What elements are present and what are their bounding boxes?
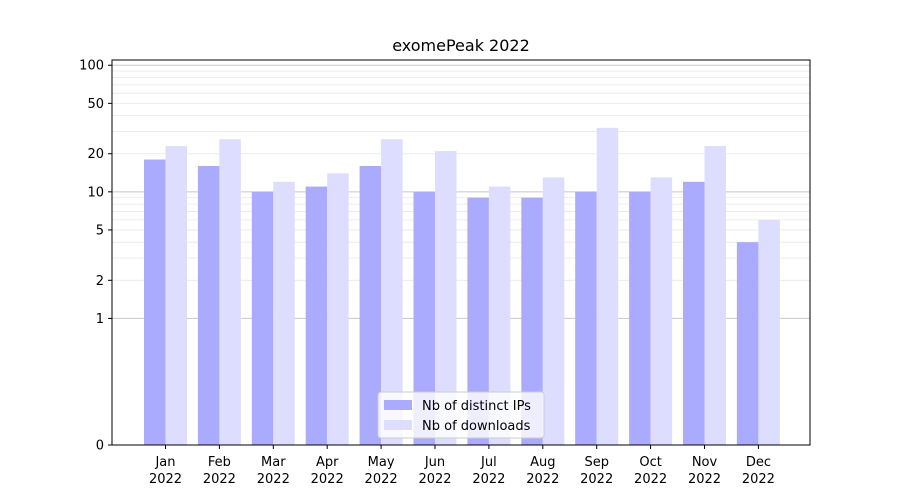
x-tick-label-year: 2022	[149, 472, 182, 487]
bars-layer	[144, 127, 780, 446]
y-tick-label: 20	[87, 147, 104, 162]
x-tick-label-year: 2022	[418, 472, 451, 487]
bar-distinct-ips	[144, 159, 166, 445]
x-tick-label-month: Nov	[692, 455, 718, 470]
x-tick-label-month: Oct	[639, 455, 661, 470]
y-tick-label: 1	[96, 312, 104, 327]
x-tick-label-year: 2022	[203, 472, 236, 487]
x-tick-label-month: May	[368, 455, 395, 470]
x-tick-label-month: Sep	[584, 455, 609, 470]
bar-downloads	[650, 177, 673, 446]
bar-downloads	[488, 186, 511, 446]
legend-swatch	[384, 420, 412, 430]
bar-downloads	[381, 139, 403, 445]
bar-downloads	[165, 146, 187, 445]
plot-frame	[111, 59, 811, 446]
x-tick-label-year: 2022	[688, 472, 721, 487]
legend-box	[377, 391, 545, 439]
bar-distinct-ips	[305, 186, 328, 446]
x-tick-label-month: Jul	[480, 455, 497, 470]
bar-distinct-ips	[736, 242, 759, 445]
x-tick-label-year: 2022	[580, 472, 613, 487]
y-tick-label: 50	[87, 97, 104, 112]
bar-distinct-ips	[413, 191, 435, 445]
y-tick-label: 2	[96, 274, 104, 289]
y-tick-label: 100	[79, 59, 104, 74]
bar-distinct-ips	[197, 165, 220, 446]
x-tick-label-month: Feb	[208, 455, 231, 470]
x-axis: Jan 2022 Feb 2022 Mar 2022 Apr 2022 May 2022 Jun 20…	[149, 445, 775, 487]
y-axis: 0 1 2 5 10 20 50 100	[79, 59, 112, 454]
y-tick-label: 5	[96, 223, 104, 238]
x-tick-label-month: Aug	[530, 455, 555, 470]
x-tick-label-year: 2022	[526, 472, 559, 487]
bar-downloads	[219, 139, 241, 445]
bar-distinct-ips	[521, 197, 543, 445]
legend-label: Nb of distinct IPs	[422, 399, 531, 414]
bar-distinct-ips	[629, 191, 651, 445]
bar-downloads	[596, 127, 619, 445]
bar-downloads	[273, 181, 295, 445]
legend-label: Nb of downloads	[422, 419, 531, 434]
x-tick-label-year: 2022	[311, 472, 344, 487]
bar-distinct-ips	[575, 191, 597, 445]
legend: Nb of distinct IPs Nb of downloads	[377, 391, 545, 439]
x-tick-label-month: Mar	[261, 455, 286, 470]
x-tick-label-month: Apr	[316, 455, 339, 470]
x-tick-label-year: 2022	[365, 472, 398, 487]
x-tick-label-year: 2022	[742, 472, 775, 487]
x-tick-label-year: 2022	[257, 472, 290, 487]
y-tick-label: 0	[96, 439, 104, 454]
bar-downloads	[704, 146, 726, 445]
bar-distinct-ips	[683, 181, 705, 445]
bar-downloads	[327, 173, 349, 445]
x-tick-label-month: Dec	[746, 455, 771, 470]
bar-downloads	[542, 177, 565, 446]
chart-title: exomePeak 2022	[392, 36, 530, 55]
legend-swatch	[384, 400, 412, 410]
bar-distinct-ips	[359, 165, 382, 446]
bar-distinct-ips	[467, 197, 489, 445]
bar-distinct-ips	[251, 191, 274, 445]
y-tick-label: 10	[87, 185, 104, 200]
x-tick-label-year: 2022	[472, 472, 505, 487]
bar-downloads	[758, 219, 780, 445]
x-tick-label-month: Jan	[154, 455, 175, 470]
x-tick-label-year: 2022	[634, 472, 667, 487]
bar-downloads	[435, 151, 457, 445]
x-tick-label-month: Jun	[424, 455, 445, 470]
